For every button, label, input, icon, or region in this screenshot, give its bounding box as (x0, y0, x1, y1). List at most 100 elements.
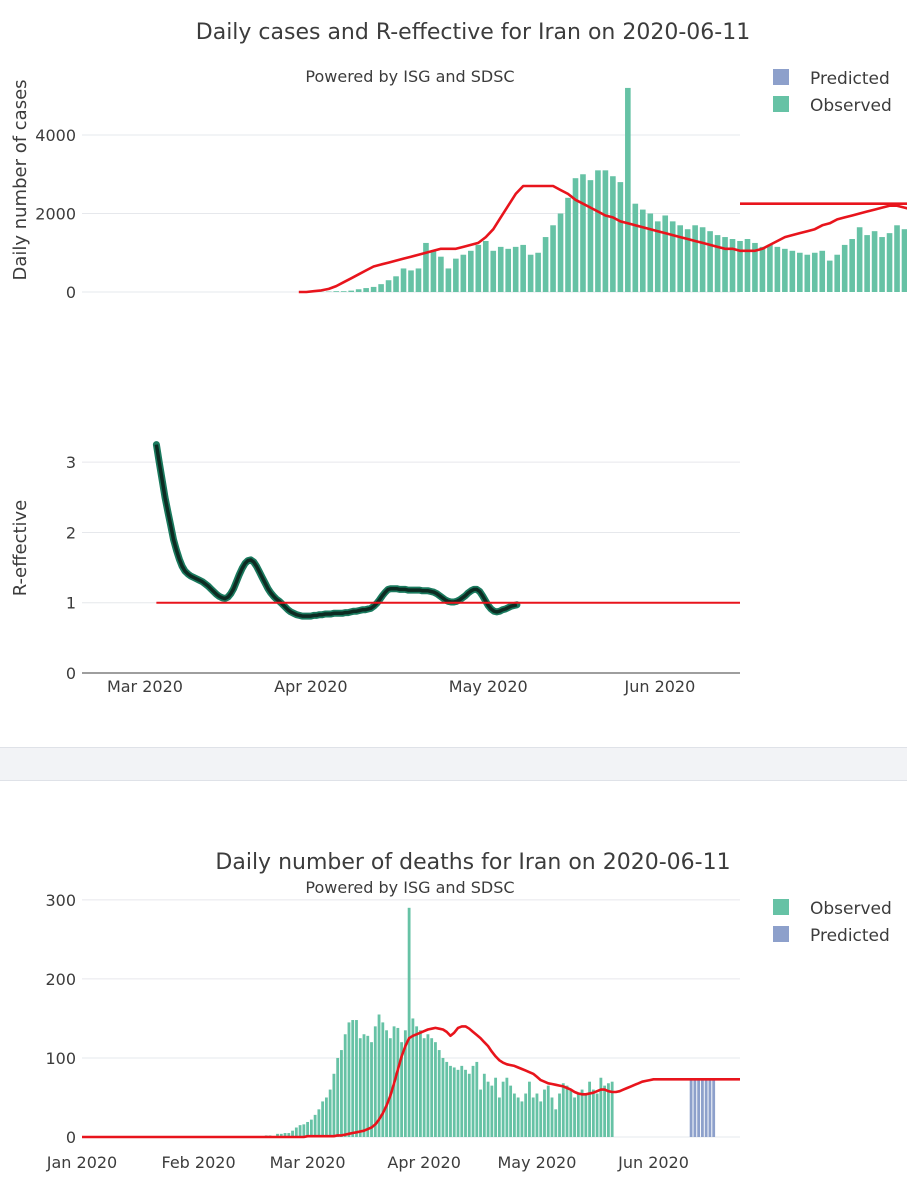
deaths-observed-bar (576, 1093, 580, 1137)
legend-predicted-label[interactable]: Predicted (810, 926, 890, 946)
deaths-observed-bar (543, 1089, 546, 1137)
cases-observed-bar (468, 250, 474, 292)
cases-observed-bar (423, 242, 429, 292)
deaths-observed-bar (317, 1109, 321, 1137)
deaths-observed-bar (437, 1050, 441, 1137)
reff-y-tick-label: 2 (66, 523, 76, 542)
cases-observed-bar (699, 227, 706, 292)
cases-observed-bar (595, 170, 601, 292)
deaths-observed-bar (373, 1026, 377, 1137)
cases-observed-bar (475, 244, 482, 292)
cases-chart-title: Daily cases and R-effective for Iran on … (196, 20, 750, 45)
cases-observed-bar (333, 291, 340, 292)
cases-observed-bar (617, 182, 624, 292)
legend-predicted-label[interactable]: Predicted (810, 69, 890, 89)
cases-observed-bar (415, 268, 422, 292)
cases-y-tick-label: 0 (66, 283, 76, 302)
deaths-observed-bar (501, 1081, 505, 1137)
deaths-observed-bar (294, 1127, 298, 1137)
deaths-observed-bar (422, 1038, 426, 1137)
reff-x-tick-label: Apr 2020 (274, 677, 347, 696)
deaths-observed-bar (388, 1038, 392, 1137)
deaths-observed-bar (415, 1026, 419, 1137)
deaths-observed-bar (512, 1093, 516, 1137)
figure-divider (0, 747, 907, 781)
deaths-y-tick-label: 300 (45, 891, 76, 910)
cases-observed-bar (744, 239, 751, 292)
cases-observed-bar (639, 209, 646, 292)
cases-observed-bar (355, 289, 362, 292)
deaths-observed-bar (516, 1097, 520, 1137)
deaths-observed-bar (377, 1014, 381, 1137)
deaths-observed-bar (313, 1114, 317, 1137)
deaths-observed-bar (355, 1020, 358, 1137)
deaths-observed-bar (550, 1097, 554, 1137)
cases-observed-bar (520, 244, 526, 292)
cases-observed-bar (460, 254, 467, 292)
deaths-observed-bar (528, 1081, 531, 1137)
reff-x-tick-label: Mar 2020 (107, 677, 183, 696)
cases-observed-bar (804, 254, 811, 292)
cases-observed-bar (871, 231, 878, 292)
cases-observed-bar (550, 225, 556, 292)
cases-observed-bar (430, 250, 437, 292)
cases-observed-bar (535, 252, 541, 292)
cases-observed-bar (894, 225, 900, 292)
deaths-observed-bar (546, 1085, 550, 1137)
deaths-observed-bar (482, 1073, 486, 1137)
deaths-predicted-bar (693, 1079, 697, 1137)
deaths-observed-bar (464, 1069, 467, 1137)
deaths-observed-bar (520, 1101, 524, 1137)
deaths-observed-bar (558, 1093, 561, 1137)
deaths-x-tick-label: Jun 2020 (617, 1153, 689, 1172)
deaths-observed-bar (490, 1085, 494, 1137)
reff-y-tick-label: 1 (66, 594, 76, 613)
cases-legend[interactable]: Predicted Observed (773, 69, 892, 116)
cases-observed-bar (565, 197, 571, 292)
deaths-observed-bar (385, 1030, 388, 1137)
cases-observed-bar (864, 235, 870, 292)
cases-observed-bar (722, 237, 728, 292)
deaths-observed-bar (479, 1089, 482, 1137)
deaths-observed-bar (595, 1093, 599, 1137)
deaths-y-tick-label: 0 (66, 1128, 76, 1147)
cases-observed-bar (557, 213, 564, 292)
cases-observed-bar (348, 290, 354, 292)
legend-observed-swatch[interactable] (773, 96, 789, 112)
legend-observed-swatch[interactable] (773, 899, 789, 915)
legend-observed-label[interactable]: Observed (810, 96, 892, 116)
legend-observed-label[interactable]: Observed (810, 899, 892, 919)
deaths-observed-bar (407, 907, 411, 1137)
deaths-observed-bar (302, 1124, 306, 1137)
legend-predicted-swatch[interactable] (773, 69, 789, 85)
reff-plot-area[interactable]: 0 1 2 3 Mar 2020 Apr 2020 May 2020 Jun 2020 (66, 441, 740, 696)
deaths-observed-bar (351, 1020, 355, 1137)
deaths-observed-bar (347, 1022, 351, 1137)
cases-chart-subtitle: Powered by ISG and SDSC (305, 67, 514, 86)
cases-observed-bar (602, 170, 609, 292)
cases-reff-figure: Daily cases and R-effective for Iran on … (10, 20, 907, 696)
reff-x-tick-label: May 2020 (449, 677, 528, 696)
deaths-plot-area[interactable]: 0 100 200 300 Jan 2020 Feb 2020 Mar 2020 Apr 20… (45, 891, 740, 1172)
cases-observed-bar (797, 252, 803, 292)
deaths-legend[interactable]: Observed Predicted (773, 899, 892, 946)
deaths-observed-bar (452, 1067, 456, 1137)
deaths-observed-bar (306, 1121, 310, 1137)
deaths-predicted-bar (700, 1079, 704, 1137)
deaths-observed-bar (336, 1057, 340, 1137)
deaths-observed-bar (362, 1034, 366, 1137)
legend-predicted-swatch[interactable] (773, 926, 789, 942)
deaths-observed-bar (535, 1093, 539, 1137)
cases-observed-bar (610, 176, 616, 292)
cases-observed-bar (669, 221, 676, 292)
deaths-observed-bar (573, 1097, 576, 1137)
deaths-observed-bar (603, 1085, 607, 1137)
cases-plot-area[interactable]: 0 2000 4000 (35, 87, 907, 302)
deaths-observed-bar (340, 1050, 343, 1137)
cases-observed-bar (684, 229, 691, 292)
cases-observed-bar (737, 240, 743, 292)
deaths-observed-bar (276, 1133, 279, 1137)
deaths-observed-bar (580, 1089, 584, 1137)
cases-observed-bar (692, 225, 698, 292)
reff-line (154, 444, 518, 618)
